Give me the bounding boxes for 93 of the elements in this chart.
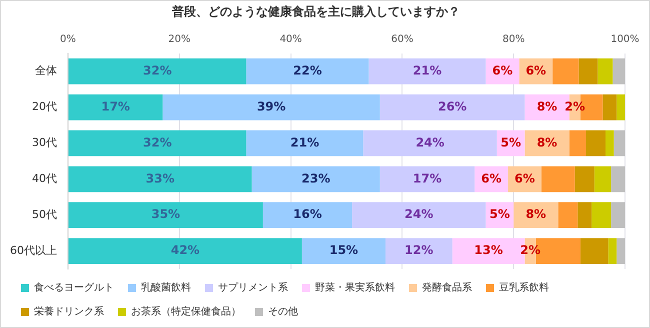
data-label: 15%: [329, 243, 358, 258]
data-label: 16%: [293, 207, 322, 222]
bar: [541, 166, 575, 192]
x-tick-label: 20%: [168, 34, 191, 45]
data-label: 8%: [536, 135, 558, 150]
x-tick-label: 0%: [60, 34, 76, 45]
data-label: 17%: [101, 99, 130, 114]
bar: [368, 58, 486, 84]
data-label: 2%: [520, 243, 540, 258]
legend-label: 栄養ドリンク系: [34, 306, 104, 318]
legend-label: 発酵食品系: [422, 282, 472, 294]
data-label: 6%: [481, 171, 502, 186]
bar: [68, 58, 246, 84]
data-label: 22%: [293, 63, 322, 78]
data-label: 5%: [500, 135, 521, 150]
data-label: 2%: [564, 99, 586, 114]
bar: [558, 202, 578, 228]
x-tick-label: 60%: [391, 34, 414, 45]
y-tick-label: 20代: [32, 100, 57, 114]
bar: [302, 238, 386, 264]
y-tick-label: 50代: [32, 208, 57, 221]
data-label: 32%: [143, 63, 172, 78]
data-label: 33%: [146, 171, 175, 186]
legend-label: 食べるヨーグルト: [34, 282, 114, 294]
bar: [252, 166, 380, 192]
data-label: 23%: [301, 171, 330, 186]
data-label: 32%: [143, 135, 172, 150]
data-label: 24%: [404, 207, 434, 222]
y-tick-label: 60代以上: [10, 244, 57, 257]
bar: [608, 238, 617, 264]
bar: [552, 58, 579, 84]
legend-label: その他: [268, 306, 298, 318]
data-label: 35%: [151, 207, 180, 222]
data-label: 5%: [489, 207, 510, 222]
data-label: 26%: [438, 99, 467, 114]
bar: [68, 166, 252, 192]
bar: [612, 58, 625, 84]
bar: [68, 130, 246, 156]
data-label: 8%: [536, 99, 558, 114]
bar: [578, 202, 592, 228]
bar: [606, 130, 614, 156]
bar: [586, 130, 606, 156]
bar: [524, 130, 570, 156]
legend-label: 豆乳系飲料: [499, 282, 549, 294]
data-label: 42%: [170, 243, 200, 258]
legend-label: 野菜・果実系飲料: [315, 282, 395, 294]
legend-label: 乳酸菌飲料: [141, 282, 191, 294]
legend-label: サプリメント系: [218, 282, 288, 294]
data-label: 17%: [412, 171, 442, 186]
data-label: 39%: [256, 99, 286, 114]
bar: [594, 166, 612, 192]
bar: [246, 130, 364, 156]
data-label: 6%: [514, 171, 535, 186]
x-tick-label: 40%: [280, 34, 302, 45]
bar: [68, 238, 302, 264]
bar: [602, 94, 617, 120]
x-tick-label: 80%: [502, 34, 525, 45]
y-tick-label: 40代: [32, 172, 57, 186]
bar: [68, 94, 163, 120]
bar: [592, 202, 612, 228]
bar: [380, 166, 475, 192]
y-tick-label: 30代: [32, 136, 57, 150]
legend-label: お茶系（特定保健食品）: [131, 306, 241, 318]
bar: [578, 58, 598, 84]
data-label: 24%: [416, 135, 444, 150]
bar: [614, 130, 625, 156]
data-label: 6%: [492, 63, 513, 78]
bar: [352, 202, 486, 228]
bar: [68, 202, 263, 228]
bar: [162, 94, 380, 120]
bar: [569, 130, 586, 156]
bar: [616, 238, 625, 264]
bar: [611, 202, 625, 228]
bar: [580, 238, 608, 264]
bar: [363, 130, 497, 156]
y-tick-label: 全体: [34, 64, 57, 78]
chart-title: 普段、どのような健康食品を主に購入していますか？: [171, 4, 460, 18]
x-tick-label: 100%: [610, 34, 640, 45]
bar: [616, 94, 625, 120]
bar: [385, 238, 452, 264]
data-label: 21%: [412, 63, 442, 78]
data-label: 21%: [290, 135, 320, 150]
bar: [246, 58, 369, 84]
data-label: 12%: [404, 243, 434, 258]
bar: [380, 94, 525, 120]
data-label: 13%: [474, 243, 503, 258]
bar: [262, 202, 352, 228]
data-label: 8%: [526, 207, 546, 222]
bar: [514, 202, 558, 228]
bar: [611, 166, 625, 192]
bar: [598, 58, 613, 84]
bar: [574, 166, 594, 192]
data-label: 6%: [526, 63, 546, 78]
